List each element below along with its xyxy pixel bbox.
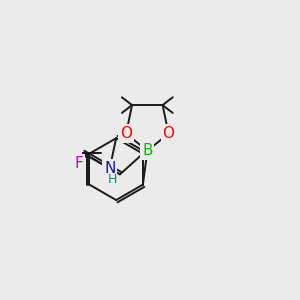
Text: N: N: [104, 161, 116, 176]
Text: O: O: [120, 126, 132, 141]
Text: H: H: [107, 173, 117, 186]
Text: O: O: [163, 126, 175, 141]
Text: F: F: [74, 156, 83, 171]
Text: B: B: [142, 143, 153, 158]
